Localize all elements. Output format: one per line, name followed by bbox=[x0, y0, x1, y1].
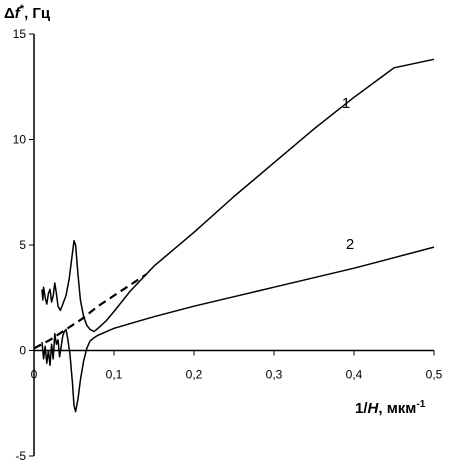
x-axis-title: 1/H, мкм-1 bbox=[355, 399, 426, 417]
y-axis-title-sup: * bbox=[20, 3, 25, 15]
x-axis-title-suffix: , мкм bbox=[378, 400, 416, 417]
x-tick-label: 0,2 bbox=[186, 368, 203, 382]
labels-layer: -5 0 5 10 15 0 0,1 0,2 0,3 0,4 0,5 1 2 bbox=[13, 27, 443, 463]
y-tick-label: 15 bbox=[13, 27, 27, 41]
series-line-dashed bbox=[33, 273, 147, 350]
x-tick-label: 0,3 bbox=[266, 368, 283, 382]
y-tick-label: -5 bbox=[15, 449, 26, 463]
curve-label-1: 1 bbox=[342, 95, 350, 112]
y-tick-label: 0 bbox=[19, 344, 26, 358]
x-tick-label: 0 bbox=[31, 368, 38, 382]
x-axis-title-prefix: 1/ bbox=[355, 400, 368, 417]
y-tick-label: 10 bbox=[13, 133, 27, 147]
curve-label-2: 2 bbox=[346, 236, 354, 253]
x-tick-label: 0,1 bbox=[106, 368, 123, 382]
y-tick-label: 5 bbox=[19, 238, 26, 252]
y-axis-title-suffix: , Гц bbox=[24, 5, 51, 22]
x-tick-label: 0,5 bbox=[426, 368, 443, 382]
x-axis-title-var: H bbox=[368, 400, 380, 417]
x-axis-title-sup: -1 bbox=[416, 399, 425, 410]
x-tick-label: 0,4 bbox=[346, 368, 363, 382]
series-layer bbox=[33, 58, 435, 413]
series-line-2 bbox=[41, 246, 435, 413]
axes bbox=[29, 33, 435, 457]
y-axis-title-prefix: Δ bbox=[4, 5, 15, 22]
y-axis-title-var: f bbox=[15, 5, 22, 22]
y-axis-title: Δf*, Гц bbox=[4, 3, 51, 22]
series-line-1 bbox=[41, 58, 435, 333]
